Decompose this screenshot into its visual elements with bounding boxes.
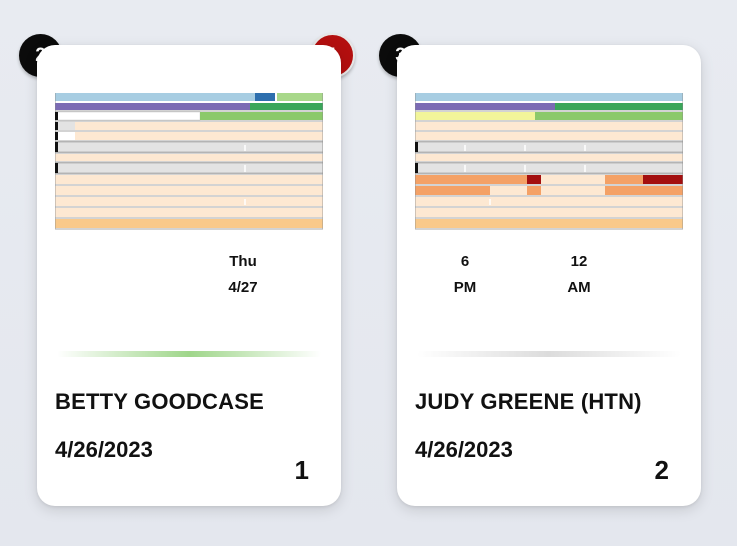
timeline-row [415,103,555,110]
timeline-row [415,175,527,184]
card-divider [57,351,321,357]
timeline-row [250,103,323,110]
axis-label-line2: AM [567,279,591,296]
timeline-row [55,186,323,195]
timeline-row [55,93,255,101]
timeline-row [527,175,541,184]
timeline-row [415,186,490,195]
axis-label-line2: 4/27 [228,279,258,296]
timeline-axis-label-12am: 12 AM [551,249,607,301]
timeline-row [55,122,75,130]
timeline-row [55,154,323,161]
timeline-row [200,112,323,120]
card-number: 2 [654,455,669,485]
timeline-row [55,162,323,174]
patient-date: 4/26/2023 [415,437,513,462]
axis-label-line1: 6 [460,253,470,270]
timeline-row [55,132,323,140]
axis-label-line1: Thu [229,253,257,270]
timeline-row [415,122,683,130]
timeline-row [55,132,75,140]
timeline-row [55,141,323,153]
timeline-row [415,141,683,153]
timeline-row [55,208,323,217]
timeline-row [643,175,683,184]
patient-card-betty[interactable]: Thu 4/27 BETTY GOODCASE 4/26/2023 1 [37,45,341,506]
axis-label-line2: PM [453,279,477,296]
timeline-row [55,111,201,121]
timeline-row [415,208,683,217]
timeline-row [255,93,275,101]
patient-timeline-chart [55,93,323,232]
timeline-row [415,154,683,161]
timeline-row [415,219,683,228]
timeline-row [605,175,643,184]
patient-card-judy[interactable]: 6 PM 12 AM JUDY GREENE (HTN) 4/26/2023 2 [397,45,701,506]
card-number: 1 [294,455,309,485]
timeline-row [415,197,683,206]
timeline-axis-label: Thu 4/27 [217,249,269,301]
timeline-row [535,112,683,120]
timeline-row [55,122,323,130]
timeline-row [277,93,323,101]
timeline-row [55,219,323,228]
patient-name: BETTY GOODCASE [55,389,264,414]
timeline-row [415,112,535,120]
timeline-row [415,132,683,140]
timeline-axis-label-6pm: 6 PM [437,249,493,301]
timeline-row [527,186,541,195]
patient-timeline-chart [415,93,683,232]
timeline-row [55,175,323,184]
timeline-row [415,186,683,195]
axis-label-line1: 12 [570,253,588,270]
timeline-row [415,93,683,101]
timeline-row [555,103,683,110]
timeline-row [55,197,323,206]
timeline-row [55,103,250,110]
timeline-row [605,186,683,195]
card-divider [417,351,681,357]
timeline-row [415,175,683,184]
patient-name: JUDY GREENE (HTN) [415,389,642,414]
timeline-row [415,162,683,174]
patient-date: 4/26/2023 [55,437,153,462]
